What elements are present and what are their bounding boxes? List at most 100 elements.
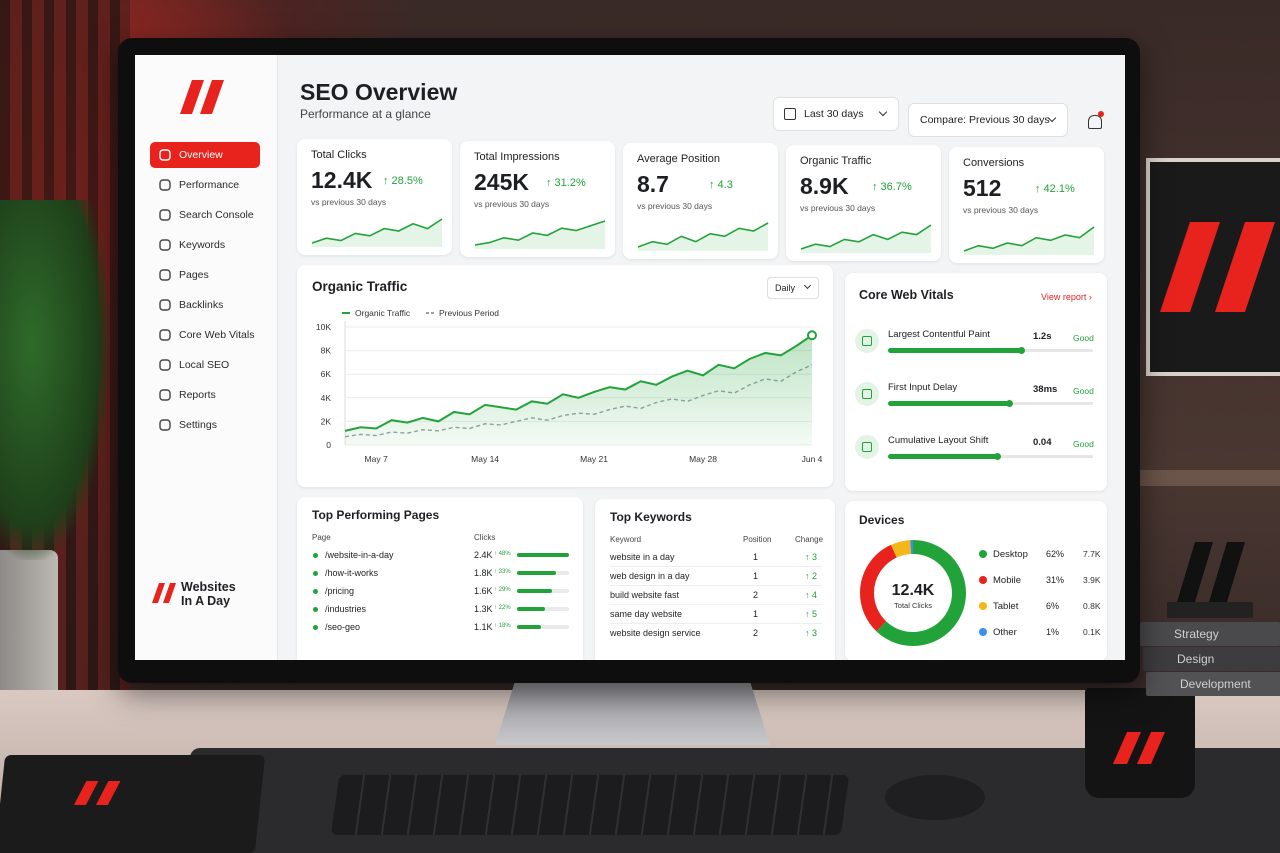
notebook bbox=[0, 755, 266, 853]
book-stand bbox=[1165, 540, 1255, 620]
device-clicks: 0.8K bbox=[1083, 601, 1101, 611]
notification-bell[interactable] bbox=[1088, 111, 1104, 129]
donut-center-value: 12.4K bbox=[892, 582, 935, 599]
nav-item[interactable]: Local SEO bbox=[150, 352, 260, 378]
mouse bbox=[885, 775, 985, 820]
row-dot bbox=[313, 625, 318, 630]
vital-knob bbox=[993, 453, 1001, 460]
pages-title: Top Performing Pages bbox=[312, 508, 440, 522]
page-change: ↑ 48% bbox=[494, 551, 511, 557]
last-point bbox=[807, 330, 817, 341]
sparkline-line bbox=[800, 224, 932, 250]
x-tick-label: May 21 bbox=[580, 454, 608, 464]
nav-item[interactable]: Performance bbox=[150, 172, 260, 198]
sparkline bbox=[637, 222, 769, 251]
row-dot bbox=[313, 607, 318, 612]
kpi-note: vs previous 30 days bbox=[800, 203, 876, 213]
device-clicks: 0.1K bbox=[1083, 627, 1101, 637]
kpi-card: Total Impressions 245K ↑ 31.2% vs previous … bbox=[460, 141, 615, 257]
nav-icon bbox=[159, 269, 171, 281]
kpi-change: ↑ 31.2% bbox=[546, 177, 586, 189]
nav-item[interactable]: Settings bbox=[150, 412, 260, 438]
vital-icon-inner bbox=[862, 389, 872, 399]
device-name: Tablet bbox=[993, 601, 1019, 612]
interval-dropdown[interactable]: Daily bbox=[767, 277, 819, 299]
kpi-value: 512 bbox=[963, 175, 1002, 201]
sparkline-line bbox=[311, 218, 443, 244]
nav-label: Overview bbox=[179, 149, 223, 161]
page-bar bbox=[517, 625, 541, 629]
kpi-change: ↑ 28.5% bbox=[383, 175, 423, 187]
page-path[interactable]: /how-it-works bbox=[325, 568, 379, 578]
vital-knob bbox=[1005, 400, 1013, 407]
device-name: Mobile bbox=[993, 575, 1021, 586]
nav-item[interactable]: Reports bbox=[150, 382, 260, 408]
row-dot bbox=[313, 589, 318, 594]
y-tick-label: 4K bbox=[321, 393, 332, 403]
book-title: Development bbox=[1180, 677, 1251, 691]
book: Strategy bbox=[1140, 622, 1280, 646]
vitals-title: Core Web Vitals bbox=[859, 288, 954, 302]
kpi-change: ↑ 4.3 bbox=[709, 179, 733, 191]
mug bbox=[1085, 688, 1195, 798]
row-divider bbox=[610, 623, 822, 624]
nav-item[interactable]: Backlinks bbox=[150, 292, 260, 318]
traffic-line bbox=[344, 334, 813, 432]
nav-item[interactable]: Search Console bbox=[150, 202, 260, 228]
kpi-value: 245K bbox=[474, 169, 529, 195]
nav-item[interactable]: Overview bbox=[150, 142, 260, 168]
vital-bar bbox=[888, 401, 1009, 406]
nav-item[interactable]: Pages bbox=[150, 262, 260, 288]
y-tick-label: 10K bbox=[316, 322, 331, 332]
nav-icon-shape bbox=[159, 209, 171, 221]
vitals-link[interactable]: View report › bbox=[1041, 292, 1092, 302]
vital-value: 1.2s bbox=[1033, 331, 1052, 342]
kpi-card: Conversions 512 ↑ 42.1% vs previous 30 days bbox=[949, 147, 1104, 263]
nav-item[interactable]: Keywords bbox=[150, 232, 260, 258]
vital-status: Good bbox=[1073, 439, 1094, 449]
legend-dot bbox=[979, 602, 987, 610]
sparkline bbox=[963, 226, 1095, 255]
sparkline-line bbox=[474, 220, 606, 246]
vital-status: Good bbox=[1073, 386, 1094, 396]
kpi-note: vs previous 30 days bbox=[637, 201, 713, 211]
keywords-title: Top Keywords bbox=[610, 510, 692, 524]
page-title: SEO Overview bbox=[300, 79, 458, 105]
kpi-note: vs previous 30 days bbox=[474, 199, 550, 209]
keyword-cell: ↑ 4 bbox=[805, 590, 818, 600]
compare-button[interactable]: Compare: Previous 30 days bbox=[908, 103, 1068, 137]
nav-icon bbox=[159, 299, 171, 311]
device-share: 31% bbox=[1046, 575, 1065, 585]
page-path[interactable]: /website-in-a-day bbox=[325, 550, 394, 560]
date-range-button[interactable]: Last 30 days bbox=[773, 97, 899, 131]
nav-icon bbox=[159, 239, 171, 251]
page-path[interactable]: /seo-geo bbox=[325, 622, 361, 632]
page-track bbox=[517, 625, 569, 629]
page-clicks: 1.8K bbox=[474, 568, 493, 578]
notebook-logo bbox=[73, 781, 121, 805]
nav-icon-shape bbox=[159, 299, 171, 311]
kpi-note: vs previous 30 days bbox=[963, 205, 1039, 215]
page-clicks: 1.1K bbox=[474, 622, 493, 632]
nav-item[interactable]: Core Web Vitals bbox=[150, 322, 260, 348]
page-path[interactable]: /industries bbox=[325, 604, 367, 614]
page-path[interactable]: /pricing bbox=[325, 586, 355, 596]
traffic-area bbox=[345, 335, 812, 445]
vital-knob bbox=[1018, 347, 1026, 354]
sparkline-area bbox=[638, 223, 768, 251]
pages-card: Top Performing Pages Page Clicks/website-i… bbox=[297, 497, 583, 660]
row-divider bbox=[610, 585, 822, 586]
vital-icon bbox=[855, 382, 879, 406]
kpi-label: Organic Traffic bbox=[800, 155, 872, 167]
vital-status: Good bbox=[1073, 333, 1094, 343]
nav-icon bbox=[159, 179, 171, 191]
row-divider bbox=[610, 566, 822, 567]
kpi-card: Average Position 8.7 ↑ 4.3 vs previous 30 d… bbox=[623, 143, 778, 259]
page-subtitle: Performance at a glance bbox=[300, 107, 431, 121]
screen: Overview Performance Search Console Keyword… bbox=[135, 55, 1125, 660]
y-tick-label: 0 bbox=[326, 440, 331, 450]
x-tick-label: May 7 bbox=[365, 454, 388, 464]
keyword-cell: website in a day bbox=[610, 552, 675, 562]
sparkline-line bbox=[637, 222, 769, 248]
keyword-cell: same day website bbox=[610, 609, 683, 619]
